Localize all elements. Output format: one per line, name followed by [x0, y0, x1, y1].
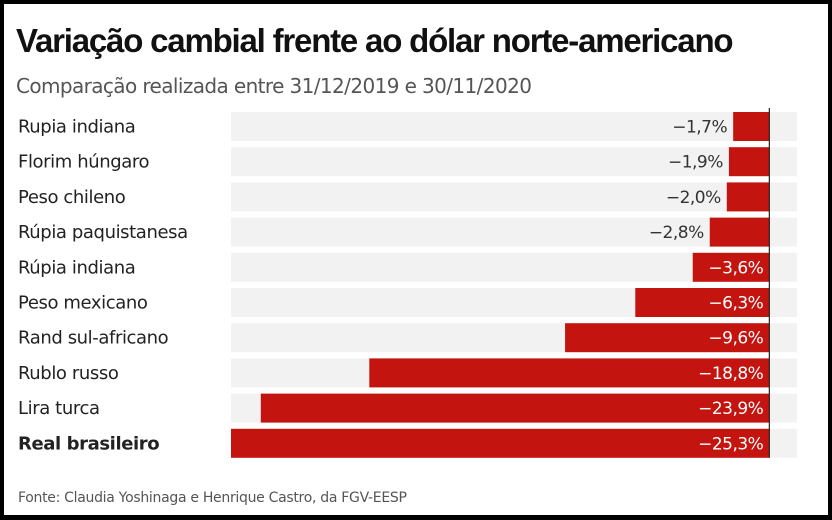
- value-label: −25,3%: [698, 434, 764, 454]
- bar: [231, 428, 770, 458]
- category-label: Rupia indiana: [18, 117, 135, 138]
- chart-subtitle: Comparação realizada entre 31/12/2019 e …: [16, 74, 532, 98]
- value-label: −1,7%: [672, 118, 727, 138]
- bar: [733, 112, 770, 141]
- value-label: −3,6%: [708, 258, 763, 278]
- value-label: −18,8%: [698, 364, 764, 384]
- category-label: Rúpia paquistanesa: [18, 222, 188, 243]
- chart-title: Variação cambial frente ao dólar norte-a…: [16, 22, 734, 59]
- category-label: Rúpia indiana: [18, 257, 135, 278]
- value-label: −23,9%: [698, 399, 764, 419]
- bar-chart: Rupia indiana −1,7% Florim húngaro −1,9% Pes…: [18, 108, 797, 458]
- value-label: −9,6%: [708, 329, 763, 349]
- bar: [635, 288, 770, 317]
- category-label: Rublo russo: [18, 363, 119, 384]
- bar: [726, 182, 770, 212]
- bar: [369, 358, 770, 388]
- category-label: Real brasileiro: [18, 433, 159, 454]
- bar-track: [231, 147, 797, 177]
- bar: [565, 323, 770, 353]
- value-label: −2,8%: [649, 223, 704, 243]
- category-label: Peso chileno: [18, 187, 126, 208]
- chart-source: Fonte: Claudia Yoshinaga e Henrique Cast…: [18, 490, 407, 506]
- bar-track: [231, 217, 797, 247]
- value-label: −6,3%: [708, 294, 763, 314]
- bar: [709, 217, 770, 247]
- category-label: Florim húngaro: [18, 152, 150, 173]
- value-label: −2,0%: [666, 188, 721, 208]
- bar-track: [231, 182, 797, 212]
- value-label: −1,9%: [668, 153, 723, 173]
- bar-track: [231, 112, 797, 141]
- category-label: Peso mexicano: [18, 293, 148, 314]
- chart-frame: Variação cambial frente ao dólar norte-a…: [4, 4, 828, 515]
- category-label: Rand sul-africano: [18, 328, 169, 349]
- bar: [692, 252, 770, 282]
- category-label: Lira turca: [18, 398, 100, 419]
- bar: [260, 393, 770, 423]
- bar: [728, 147, 770, 177]
